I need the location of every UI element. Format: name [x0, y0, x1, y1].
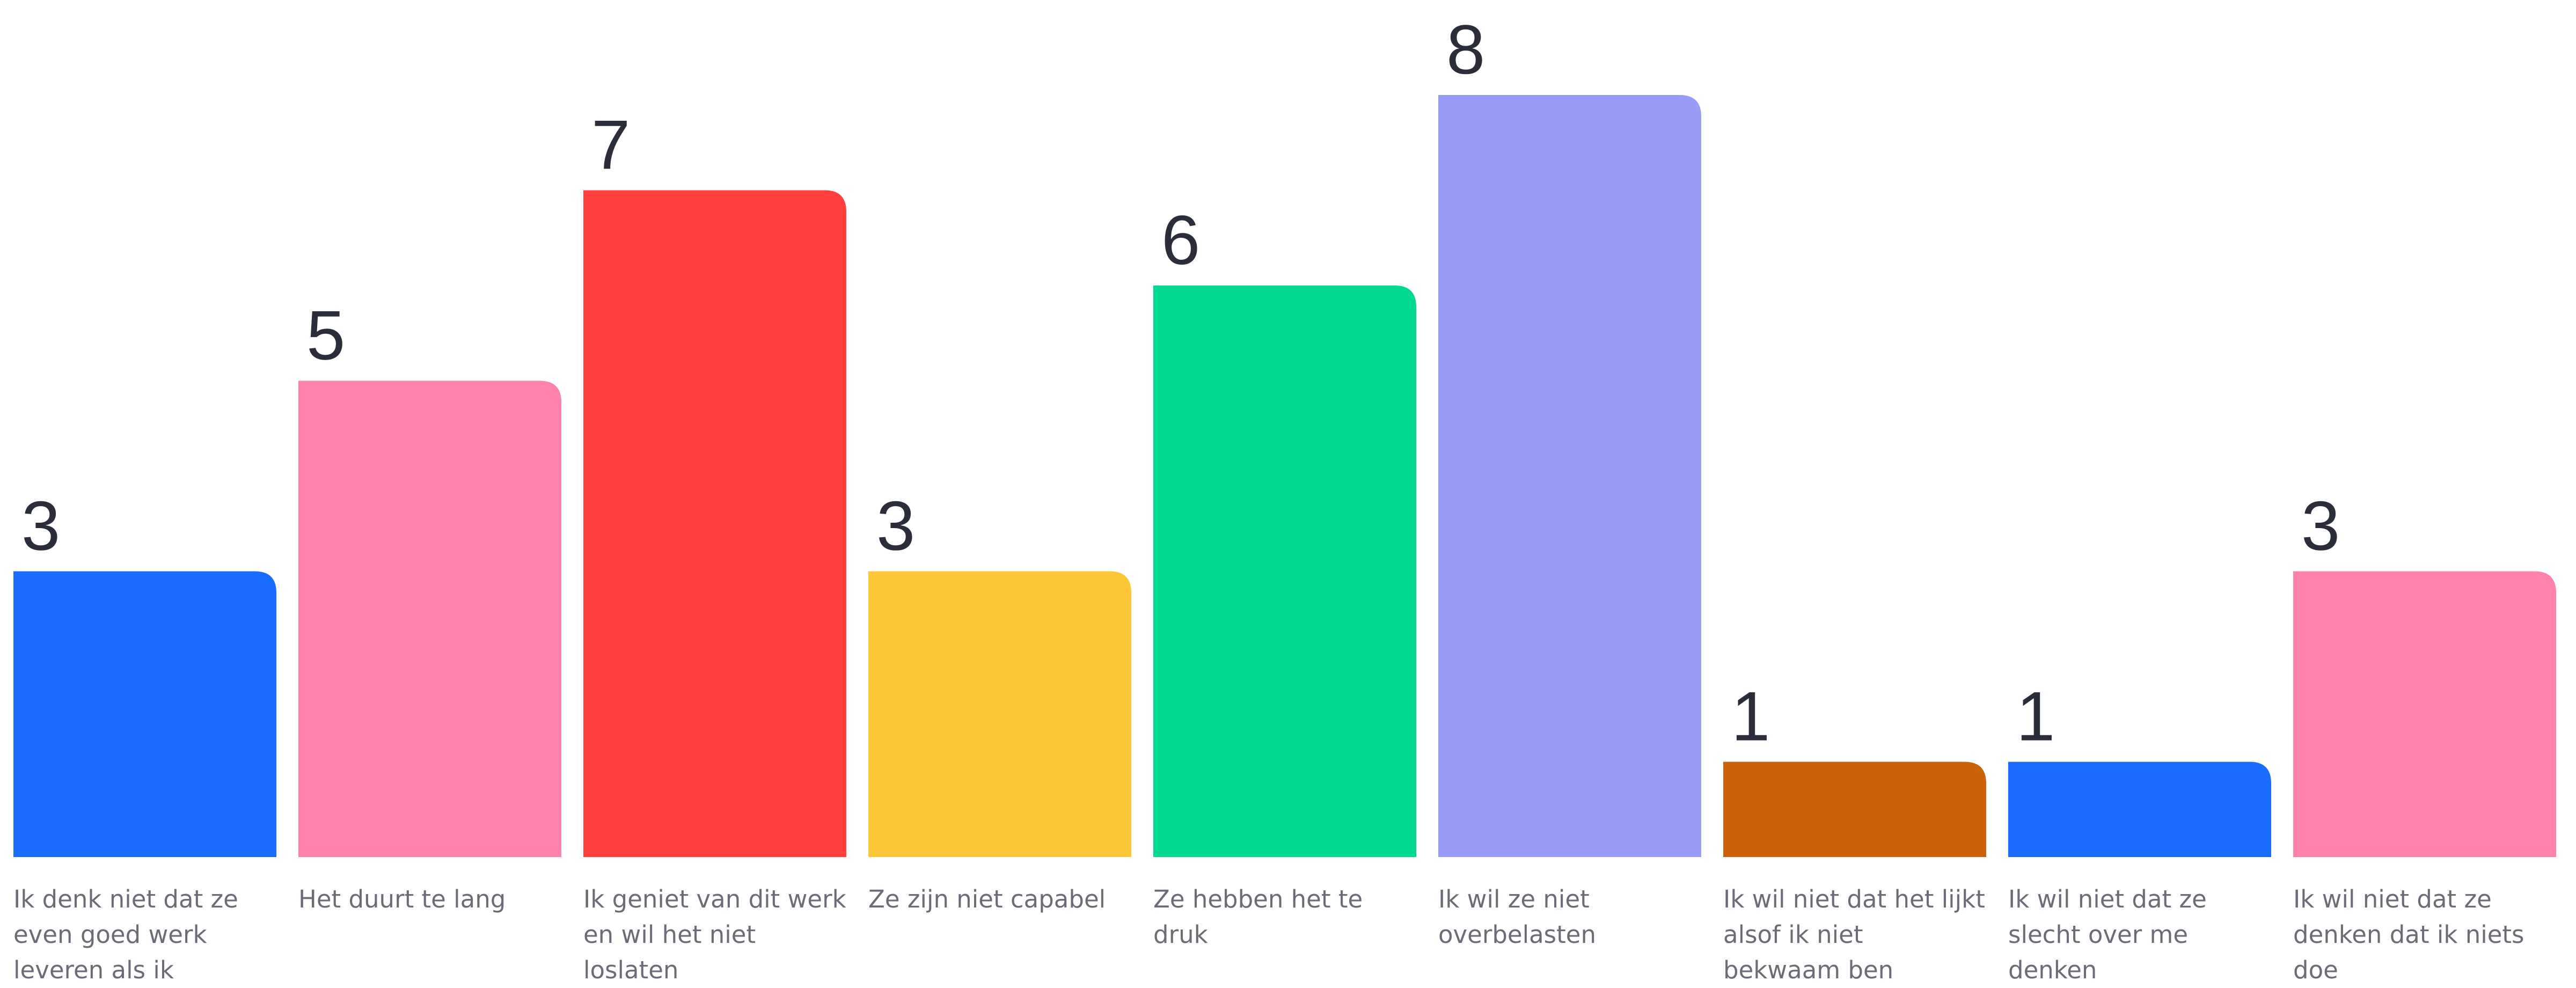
category-label-1: Ik denk niet dat ze even goed werk lever…: [13, 885, 238, 984]
value-label-2: 5: [306, 296, 345, 375]
bar-1: [13, 571, 276, 857]
category-label-5: Ze hebben het te druk: [1153, 885, 1363, 949]
category-label-7: Ik wil niet dat het lijkt alsof ik niet …: [1723, 885, 1985, 984]
bar-7: [1723, 762, 1986, 857]
category-label-6: Ik wil ze niet overbelasten: [1438, 885, 1596, 949]
value-label-8: 1: [2016, 677, 2055, 756]
bar-8: [2008, 762, 2271, 857]
bar-5: [1153, 286, 1416, 857]
value-label-4: 3: [876, 487, 915, 565]
category-label-2: Het duurt te lang: [298, 885, 506, 913]
value-label-6: 8: [1446, 10, 1485, 89]
category-label-9: Ik wil niet dat ze denken dat ik niets d…: [2293, 885, 2524, 984]
category-label-4: Ze zijn niet capabel: [868, 885, 1106, 913]
bar-6: [1438, 95, 1701, 857]
bar-9: [2293, 571, 2556, 857]
bar-4: [868, 571, 1131, 857]
value-label-5: 6: [1161, 201, 1200, 279]
category-label-8: Ik wil niet dat ze slecht over me denken: [2008, 885, 2207, 984]
value-label-1: 3: [21, 487, 60, 565]
value-label-9: 3: [2301, 487, 2340, 565]
value-label-7: 1: [1731, 677, 1770, 756]
value-label-3: 7: [591, 106, 630, 184]
bar-3: [583, 190, 846, 857]
bar-2: [298, 380, 561, 857]
category-label-3: Ik geniet van dit werk en wil het niet l…: [583, 885, 846, 984]
